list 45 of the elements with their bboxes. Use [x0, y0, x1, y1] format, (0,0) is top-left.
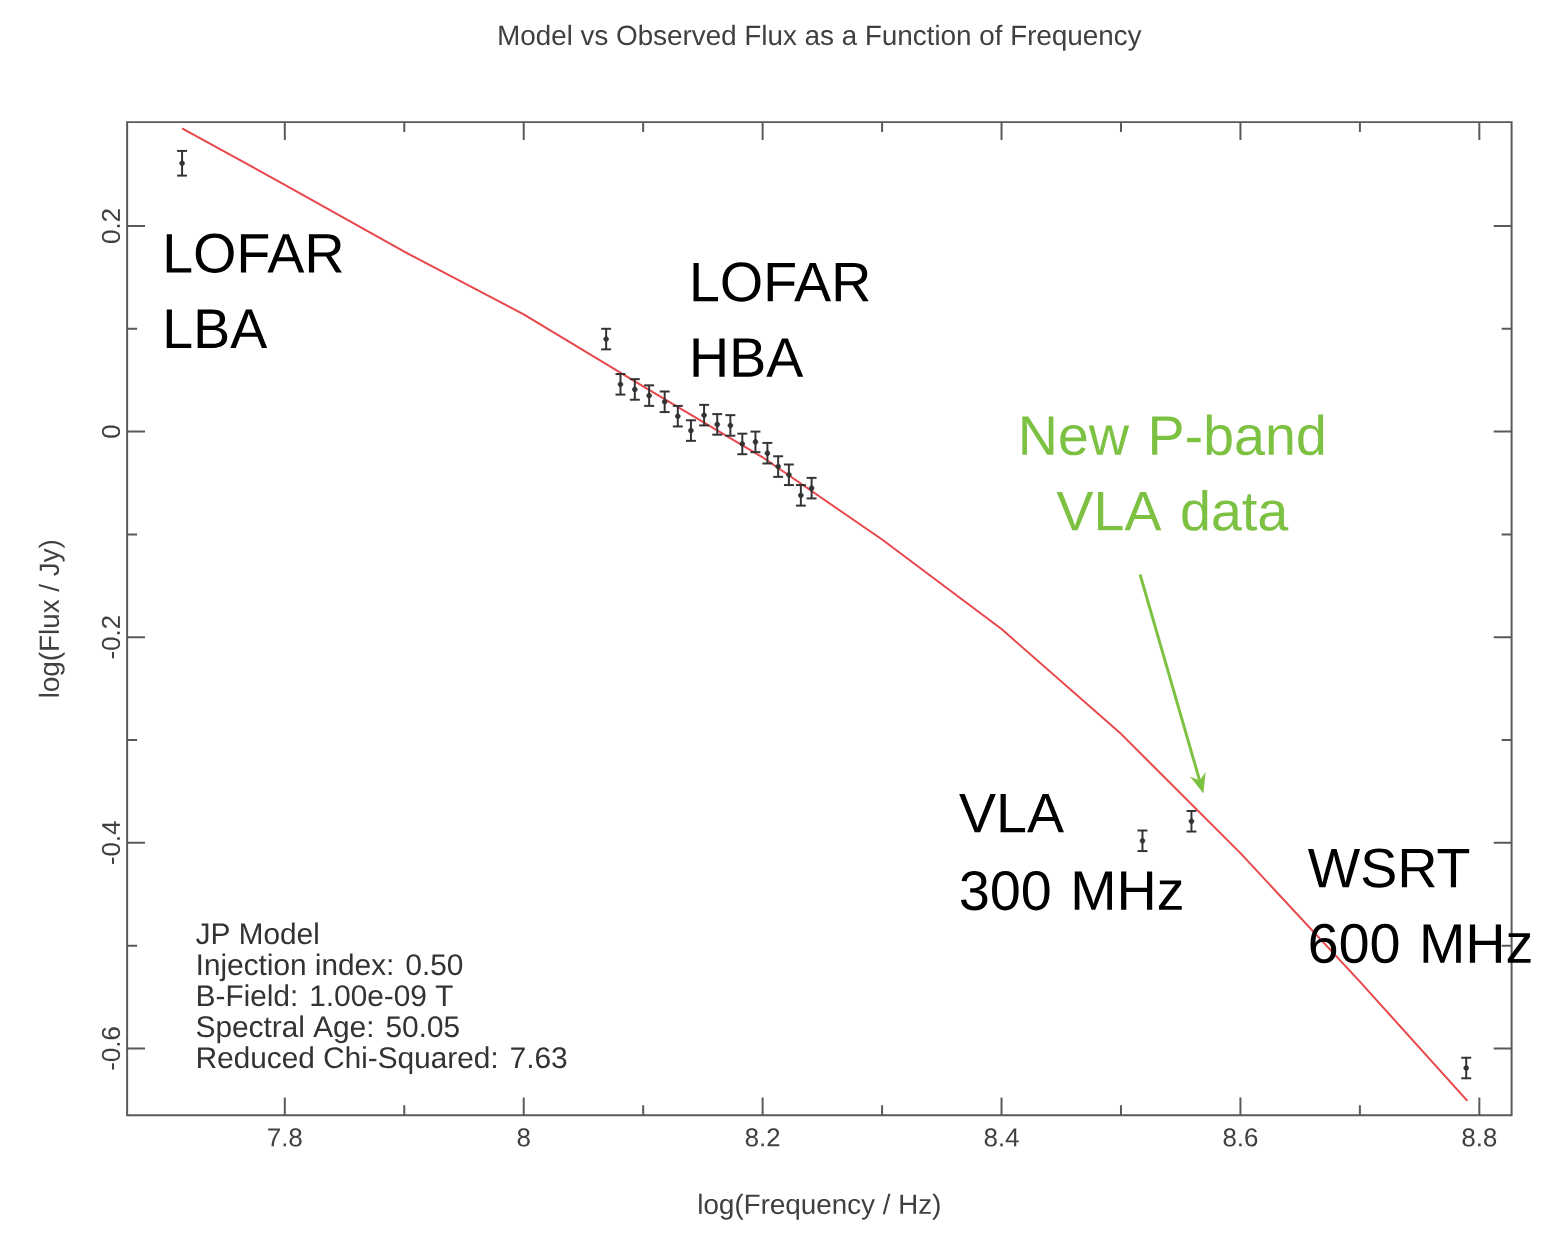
point [714, 421, 721, 427]
point [764, 450, 771, 456]
annotation: Spectral Age: 50.05 [196, 1015, 459, 1043]
x-axis-title: log(Frequency / Hz) [699, 1193, 940, 1220]
point [646, 392, 652, 399]
annotation: Reduced Chi-Squared: 7.63 [198, 1046, 567, 1074]
y-tick-label: -0.6 [101, 1027, 121, 1070]
annotation: B-Field: 1.00e-09 T [198, 984, 453, 1007]
y-axis-title: log(Flux / Jy) [38, 540, 65, 697]
point [688, 427, 694, 434]
annotation: VLA [959, 793, 1064, 832]
point [675, 413, 681, 419]
x-tick-label: 8.6 [1223, 1128, 1258, 1147]
point [1463, 1065, 1469, 1071]
point [617, 381, 624, 387]
annotation: LOFAR HBA [693, 262, 869, 377]
point [775, 463, 781, 470]
x-tick-label: 7.8 [268, 1128, 302, 1147]
x-tick-label: 8.4 [984, 1128, 1019, 1147]
point [786, 471, 792, 478]
y-tick-label: 0 [101, 425, 121, 438]
x-tick-label: 8 [517, 1128, 530, 1147]
chart-title: Model vs Observed Flux as a Function of Frequency [499, 24, 1142, 51]
point [179, 160, 185, 166]
x-tick-label: 8.2 [745, 1128, 780, 1147]
point [1188, 818, 1195, 824]
point [752, 438, 759, 445]
point [808, 485, 815, 491]
annotation: LOFAR LBA [166, 233, 342, 348]
annotation: JP Model [196, 922, 318, 945]
annotation: Injection index: 0.50 [198, 953, 463, 981]
point [661, 398, 668, 405]
point [1139, 837, 1146, 844]
y-tick-label: 0.2 [101, 209, 121, 243]
x-tick-label: 8.8 [1462, 1128, 1497, 1147]
point [727, 422, 734, 429]
annotation: New P-band VLA data [1022, 414, 1324, 531]
point [798, 492, 804, 498]
point [701, 412, 707, 418]
y-tick-label: -0.4 [101, 821, 121, 864]
point [632, 386, 638, 393]
point [739, 440, 746, 447]
point [603, 336, 609, 342]
annotation: 300 MHz [961, 870, 1182, 911]
y-tick-label: -0.2 [101, 616, 121, 659]
